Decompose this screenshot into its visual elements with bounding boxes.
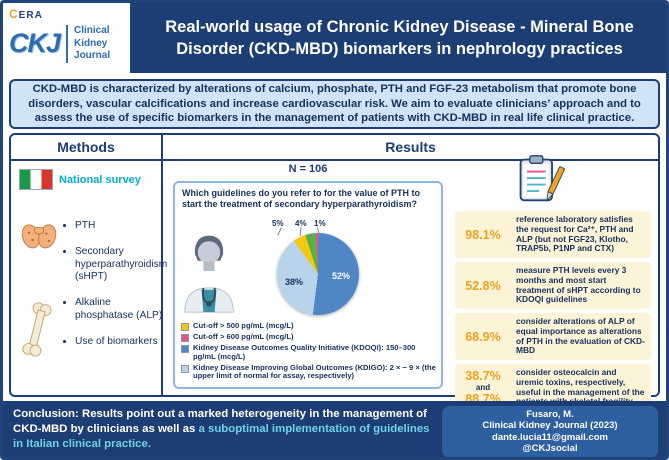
methods-item: Secondary hyperparathyroidism (sHPT) [75,246,167,284]
methods-panel: National survey [11,161,167,395]
citation-author: Fusaro, M. [526,409,574,420]
ckj-logo: CKJ [9,28,61,59]
header-divider [11,159,658,161]
legend-label: Cut-off > 600 pg/mL (mcg/L) [193,332,294,342]
results-title: Results [385,139,436,155]
results-panel: N = 106 Which guidelines do you refer to… [163,155,658,411]
stat-row: 68.9% consider alterations of ALP of equ… [455,313,651,360]
stat-text: measure PTH levels every 3 months and mo… [516,265,641,305]
pie-chart [277,233,359,315]
conclusion-main: Conclusion: Results point out a marked h… [13,408,427,435]
pie-label: 1% [314,219,326,228]
citation-box: Fusaro, M. Clinical Kidney Journal (2023… [442,406,658,457]
stat-value-connector: and [475,383,491,392]
pie-callout-line [299,226,302,237]
stat-row: 52.8% measure PTH levels every 3 months … [455,262,651,309]
results-stats: 98.1% reference laboratory satisfies the… [455,211,651,411]
citation-journal: Clinical Kidney Journal (2023) [482,420,618,432]
legend-item: Cut-off > 600 pg/mL (mcg/L) [181,332,438,343]
pie-chart-panel: Which guidelines do you refer to for the… [173,181,443,389]
italy-flag-icon [19,169,53,190]
citation-email[interactable]: dante.lucia11@gmail.com [492,431,608,443]
stat-text: reference laboratory satisfies the reque… [516,214,634,254]
column-divider [161,135,163,395]
page-title: Real-world usage of Chronic Kidney Disea… [133,3,666,73]
pie-label: 38% [285,277,304,287]
survey-label: National survey [59,173,141,186]
legend-item: Kidney Disease Improving Global Outcomes… [181,362,438,381]
methods-list: PTH Secondary hyperparathyroidism (sHPT)… [63,220,167,362]
stat-value-part: 38.7% [465,369,501,383]
abstract-intro: CKD-MBD is characterized by alterations … [9,79,660,129]
legend-label: Kidney Disease Improving Global Outcomes… [193,362,436,381]
chart-question: Which guidelines do you refer to for the… [182,188,421,209]
legend-label: Kidney Disease Outcomes Quality Initiati… [193,343,416,361]
thyroid-icon [19,224,59,255]
sample-size: N = 106 [288,163,328,175]
footer: Conclusion: Results point out a marked h… [3,401,666,457]
era-logo-text: ERA [18,10,43,21]
stat-value: 52.8% [465,278,501,293]
legend-item: Cut-off > 500 pg/mL (mcg/L) [181,321,438,332]
methods-item: PTH [75,220,167,233]
pie-label: 5% [272,219,284,228]
journal-logo: CERA CKJ Clinical Kidney Journal [3,3,133,73]
stat-value: 98.1% [465,227,501,242]
doctor-illustration [181,231,237,318]
legend-swatch [181,364,189,373]
conclusion-highlight: a suboptimal implementation of guideline… [13,422,430,450]
era-logo-mark: C [9,7,19,21]
methods-item: Alkaline phosphatase (ALP) [75,297,167,323]
pie-callout-line [277,227,282,236]
stat-text: consider alterations of ALP of equal imp… [516,316,645,356]
legend-swatch [181,345,189,354]
legend-item: Kidney Disease Outcomes Quality Initiati… [181,343,438,361]
journal-name-line: Journal [74,50,111,61]
methods-title: Methods [57,139,115,155]
journal-name-line: Kidney [74,37,108,49]
legend-label: Cut-off > 500 pg/mL (mcg/L) [193,321,294,331]
methods-item: Use of biomarkers [75,336,167,349]
conclusion-text: Conclusion: Results point out a marked h… [13,407,441,451]
stat-row: 98.1% reference laboratory satisfies the… [455,211,651,258]
era-logo: CERA [9,7,124,21]
pie-label: 4% [295,219,307,228]
main-panel: Methods Results National survey [9,133,660,411]
clipboard-icon [515,153,565,210]
pie-label: 52% [332,271,351,281]
journal-name: Clinical Kidney Journal [66,25,110,63]
journal-name-line: Clinical [74,25,110,36]
citation-social[interactable]: @CKJsocial [522,443,578,455]
legend-swatch [181,323,189,332]
legend-swatch [181,334,189,343]
pie-legend: Cut-off > 500 pg/mL (mcg/L) Cut-off > 60… [181,321,438,383]
bone-icon [22,302,63,362]
stat-value: 68.9% [465,329,501,344]
